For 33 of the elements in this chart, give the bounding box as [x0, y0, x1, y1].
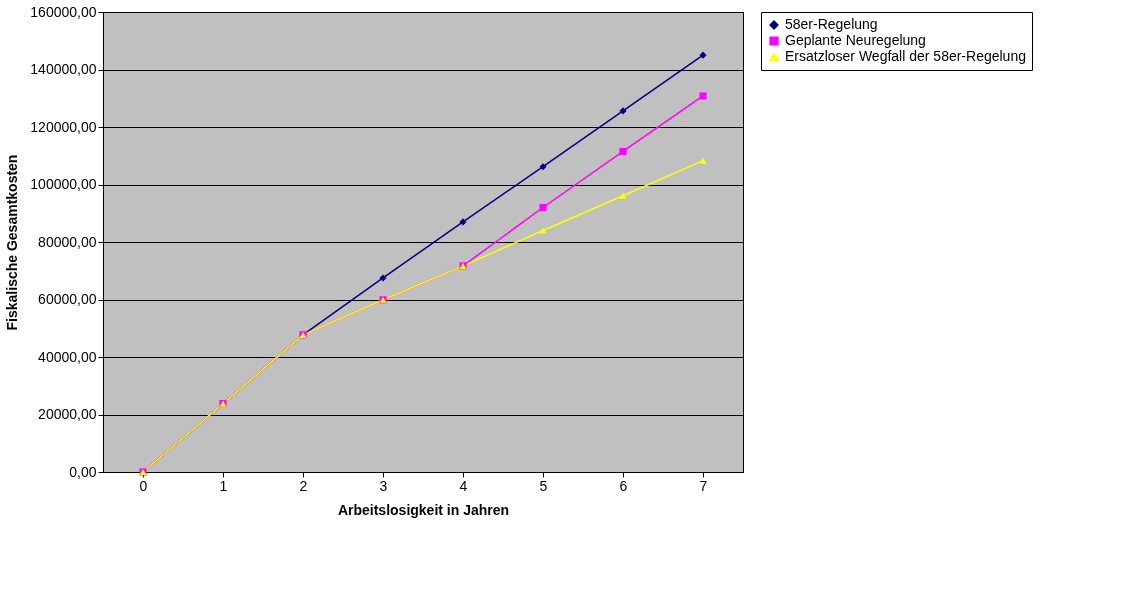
point — [619, 107, 627, 115]
legend-label: Geplante Neuregelung — [785, 32, 926, 48]
point — [459, 218, 467, 226]
x-tick-label: 1 — [219, 477, 228, 494]
x-tick-label: 4 — [459, 477, 468, 494]
y-tick-label: 140000,00 — [30, 61, 97, 77]
y-tick-label: 80000,00 — [38, 233, 97, 250]
y-tick-label: 60000,00 — [38, 291, 97, 307]
x-tick-label: 6 — [619, 477, 628, 494]
y-tick-label: 20000,00 — [38, 406, 97, 422]
x-tick-label: 0 — [139, 477, 148, 494]
point — [699, 92, 707, 100]
y-tick-label: 160000,00 — [30, 3, 97, 20]
point — [539, 163, 547, 171]
point — [539, 203, 547, 212]
y-tick-label: 100000,00 — [30, 176, 97, 192]
x-tick-label: 3 — [379, 477, 388, 494]
point — [699, 157, 707, 164]
x-tick-label: 5 — [539, 477, 548, 494]
legend-label: Ersatzloser Wegfall der 58er-Regelung — [785, 48, 1026, 64]
x-tick-label: 2 — [299, 477, 308, 494]
point — [699, 51, 707, 59]
y-tick-label: 40000,00 — [38, 348, 97, 365]
legend-label: 58er-Regelung — [785, 16, 878, 32]
point — [619, 192, 627, 199]
point — [619, 147, 627, 155]
point — [379, 274, 387, 282]
point — [539, 227, 547, 234]
x-tick-label: 7 — [699, 477, 708, 494]
y-axis-title: Fiskalische Gesamtkosten — [4, 154, 21, 331]
y-tick-label: 120000,00 — [30, 118, 97, 135]
y-tick-label: 0,00 — [69, 463, 97, 480]
x-axis-title: Arbeitslosigkeit in Jahren — [337, 501, 510, 518]
